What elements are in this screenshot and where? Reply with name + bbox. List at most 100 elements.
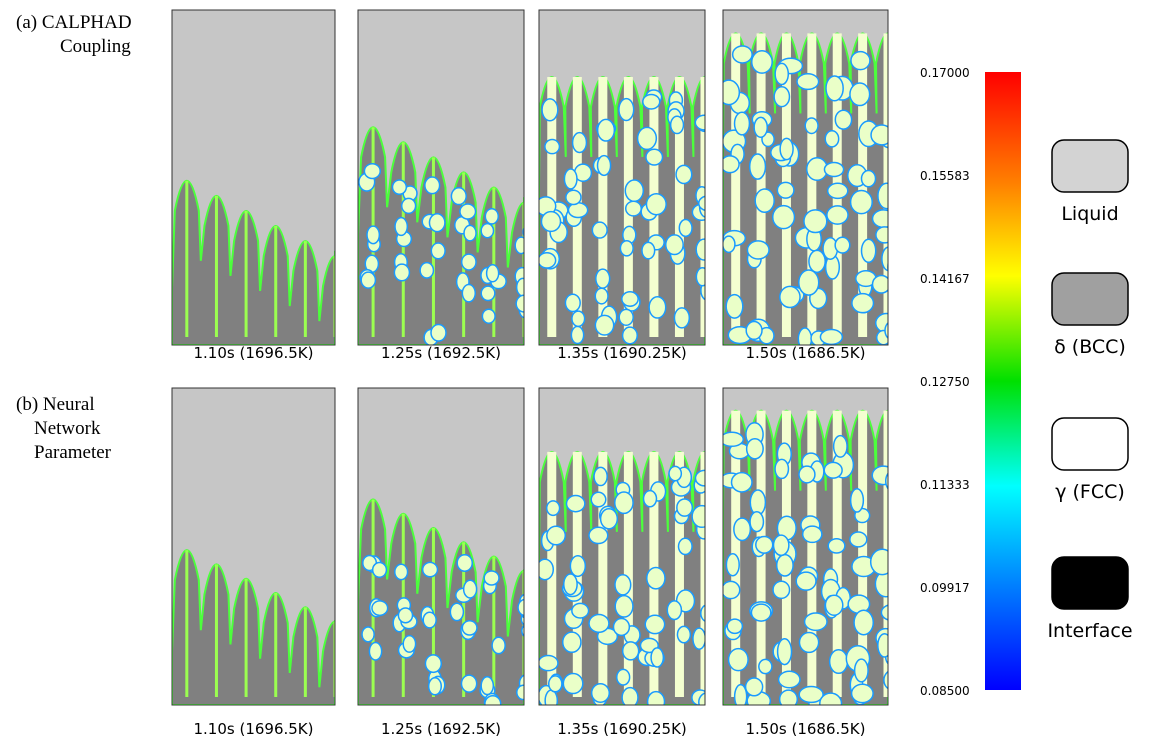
fcc-particle [780, 138, 793, 159]
fcc-particle [885, 322, 898, 340]
fcc-particle [538, 253, 555, 268]
fcc-particle [450, 603, 463, 620]
fcc-particle [626, 201, 642, 216]
fcc-particle [755, 189, 774, 212]
fcc-particle [625, 180, 643, 201]
figure: (a) CALPHADCoupling1.10s (1696.5K)1.25s … [0, 0, 1162, 748]
fcc-particle [701, 605, 714, 622]
panel-caption: 1.35s (1690.25K) [557, 720, 687, 738]
fcc-particle [862, 239, 876, 262]
fcc-particle [825, 131, 838, 147]
fcc-particle [464, 225, 476, 240]
fcc-particle [827, 206, 848, 224]
colorbar-label: 0.11333 [920, 478, 970, 492]
fcc-particle [828, 183, 848, 198]
fcc-particle [566, 496, 584, 512]
panel-caption: 1.35s (1690.25K) [557, 344, 687, 362]
fcc-particle [676, 165, 692, 183]
fcc-particle [799, 270, 819, 295]
fcc-particle [598, 119, 615, 141]
fcc-particle [565, 294, 580, 311]
fcc-particle [589, 527, 608, 543]
fcc-particle [461, 675, 476, 692]
fcc-particle [852, 294, 874, 313]
fcc-particle [425, 655, 441, 673]
panel-content [172, 10, 349, 345]
fcc-particle [403, 636, 415, 653]
fcc-particle [851, 489, 864, 512]
fcc-particle [820, 330, 842, 345]
fcc-particle [871, 549, 894, 574]
fcc-particle [592, 684, 610, 702]
fcc-particle [398, 608, 412, 623]
fcc-particle [674, 308, 689, 328]
fcc-particle [722, 581, 740, 598]
simulation-panel [720, 388, 902, 714]
fcc-particle [820, 693, 842, 713]
fcc-particle [855, 659, 868, 682]
fcc-particle [809, 250, 825, 272]
fcc-particle [615, 575, 631, 595]
fcc-particle [696, 239, 712, 260]
panel-content [720, 388, 902, 714]
fcc-particle [564, 574, 577, 595]
fcc-particle [777, 555, 793, 576]
fcc-particle [669, 466, 681, 480]
legend-label: δ (BCC) [1054, 336, 1126, 358]
fcc-particle [677, 626, 690, 642]
legend-swatch [1052, 273, 1128, 325]
fcc-particle [492, 637, 505, 653]
fcc-particle [623, 327, 638, 344]
fcc-particle [644, 491, 657, 507]
row-label-line: Parameter [34, 442, 112, 463]
fcc-particle [884, 670, 903, 690]
fcc-particle [451, 188, 466, 205]
fcc-particle [619, 309, 633, 325]
panel-content [536, 10, 719, 345]
fcc-particle [671, 116, 684, 133]
fcc-particle [733, 46, 752, 63]
fcc-particle [773, 581, 790, 598]
fcc-particle [481, 677, 493, 695]
fcc-particle [638, 127, 657, 149]
panel-content [718, 10, 902, 350]
panel-content [358, 388, 538, 712]
fcc-particle [615, 492, 633, 513]
fcc-particle [881, 605, 902, 621]
fcc-particle [523, 225, 535, 239]
colorbar-label: 0.09917 [920, 581, 970, 595]
fcc-particle [779, 671, 800, 687]
fcc-particle [362, 627, 374, 642]
fcc-particle [595, 288, 608, 304]
fcc-particle [620, 241, 633, 256]
fcc-particle [774, 535, 789, 555]
colorbar [985, 72, 1021, 690]
fcc-particle [876, 227, 893, 243]
fcc-particle [572, 311, 585, 326]
fcc-particle [773, 206, 795, 229]
fcc-particle [830, 650, 848, 674]
fcc-particle [746, 678, 763, 696]
fcc-particle [545, 690, 557, 711]
fcc-particle [482, 309, 495, 323]
fcc-particle [850, 83, 870, 106]
fcc-particle [431, 243, 445, 259]
fcc-particle [775, 459, 788, 478]
fcc-particle [750, 512, 763, 532]
fcc-particle [394, 264, 409, 281]
fcc-particle [361, 272, 375, 288]
panel-caption: 1.25s (1692.5K) [381, 720, 501, 738]
fcc-particle [721, 156, 739, 173]
fcc-particle [649, 297, 666, 318]
panel-content [358, 10, 538, 345]
fcc-particle [622, 292, 638, 306]
fcc-particle [462, 254, 476, 270]
fcc-particle [699, 692, 718, 712]
fcc-particle [369, 643, 381, 661]
fcc-particle [679, 538, 693, 554]
fcc-particle [423, 612, 436, 628]
row-label-line: Coupling [60, 36, 131, 57]
panel-caption: 1.25s (1692.5K) [381, 344, 501, 362]
panel-caption: 1.10s (1696.5K) [193, 344, 313, 362]
fcc-particle [747, 241, 769, 259]
